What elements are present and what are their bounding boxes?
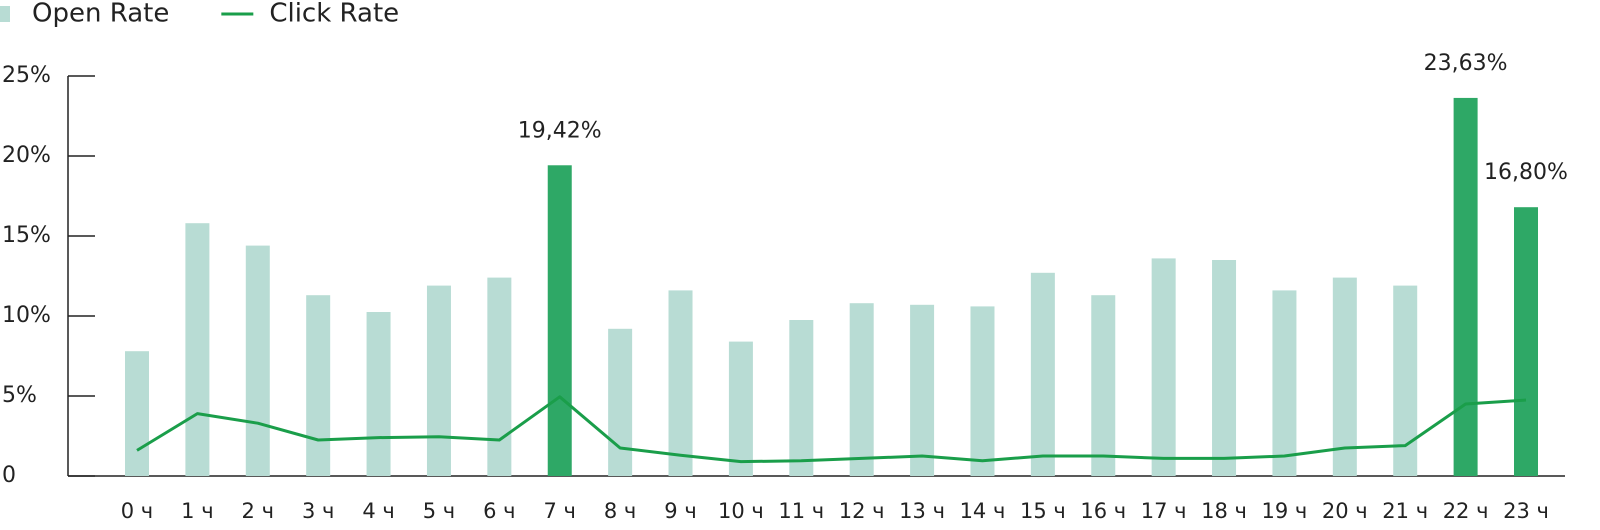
bar	[849, 303, 874, 476]
x-tick-label: 4 ч	[362, 499, 394, 523]
x-tick-label: 12 ч	[839, 499, 885, 523]
bar	[789, 320, 814, 476]
y-tick-label: 5%	[2, 383, 37, 408]
bar	[245, 245, 270, 476]
bar	[1212, 260, 1237, 476]
x-tick-label: 14 ч	[960, 499, 1006, 523]
x-tick-label: 5 ч	[423, 499, 455, 523]
x-tick-label: 22 ч	[1443, 499, 1489, 523]
y-tick-label: 0	[2, 463, 16, 488]
value-label: 19,42%	[518, 118, 602, 143]
y-tick-label: 20%	[2, 143, 51, 168]
line	[136, 395, 1527, 464]
legend-swatch	[0, 6, 10, 22]
bar	[1514, 207, 1538, 476]
bar	[910, 304, 935, 476]
y-tick-label: 10%	[2, 303, 51, 328]
x-tick-label: 17 ч	[1141, 499, 1187, 523]
y-tick-label: 25%	[2, 63, 51, 88]
x-tick-label: 3 ч	[302, 499, 334, 523]
bar	[547, 165, 572, 476]
bar	[1453, 97, 1478, 477]
x-tick-label: 18 ч	[1201, 499, 1247, 523]
x-tick-label: 20 ч	[1322, 499, 1368, 523]
bar	[185, 223, 210, 476]
x-tick-label: 10 ч	[718, 499, 764, 523]
bar	[487, 277, 512, 476]
bar	[1393, 285, 1418, 476]
x-tick-label: 2 ч	[242, 499, 274, 523]
bar	[1030, 272, 1055, 476]
x-tick-label: 6 ч	[483, 499, 515, 523]
x-tick-label: 7 ч	[544, 499, 576, 523]
x-tick-label: 21 ч	[1382, 499, 1428, 523]
bar	[125, 351, 149, 476]
x-tick-label: 15 ч	[1020, 499, 1066, 523]
bar	[366, 312, 391, 476]
value-label: 16,80%	[1484, 160, 1568, 185]
x-tick-label: 9 ч	[664, 499, 696, 523]
bar	[608, 328, 633, 476]
bar	[1151, 258, 1176, 476]
bar	[728, 341, 753, 476]
x-tick-label: 1 ч	[181, 499, 213, 523]
x-tick-label: 16 ч	[1080, 499, 1126, 523]
legend-label: Click Rate	[269, 0, 399, 29]
bar	[1272, 290, 1297, 476]
bar	[1091, 295, 1116, 476]
x-tick-label: 8 ч	[604, 499, 636, 523]
bar	[306, 295, 331, 476]
value-label: 23,63%	[1424, 51, 1508, 76]
x-tick-label: 0 ч	[121, 499, 153, 523]
legend-label: Open Rate	[32, 0, 169, 29]
bar	[426, 285, 451, 476]
bar	[668, 290, 693, 476]
bar	[1332, 277, 1357, 476]
bar	[970, 306, 995, 476]
x-tick-label: 13 ч	[899, 499, 945, 523]
x-tick-label: 11 ч	[778, 499, 824, 523]
x-tick-label: 19 ч	[1262, 499, 1308, 523]
x-tick-label: 23 ч	[1503, 499, 1549, 523]
y-tick-label: 15%	[2, 223, 51, 248]
